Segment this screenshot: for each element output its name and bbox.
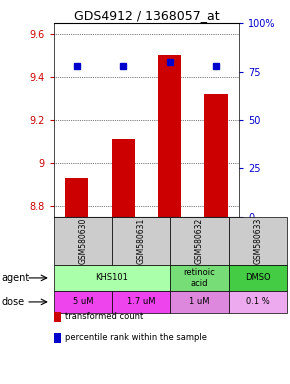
Text: percentile rank within the sample: percentile rank within the sample <box>65 333 207 343</box>
FancyBboxPatch shape <box>170 217 229 265</box>
Text: retinoic
acid: retinoic acid <box>184 268 215 288</box>
FancyBboxPatch shape <box>229 217 287 265</box>
Bar <box>158 55 181 217</box>
Text: agent: agent <box>1 273 30 283</box>
FancyBboxPatch shape <box>54 217 112 265</box>
Text: GSM580631: GSM580631 <box>137 218 146 264</box>
Text: 1 uM: 1 uM <box>189 298 210 306</box>
FancyBboxPatch shape <box>229 265 287 291</box>
FancyBboxPatch shape <box>170 265 229 291</box>
FancyBboxPatch shape <box>112 217 170 265</box>
FancyBboxPatch shape <box>229 291 287 313</box>
Text: GSM580630: GSM580630 <box>78 218 87 264</box>
Text: transformed count: transformed count <box>65 312 144 321</box>
Text: GSM580632: GSM580632 <box>195 218 204 264</box>
FancyBboxPatch shape <box>170 291 229 313</box>
Bar <box>54 333 61 343</box>
Text: 0.1 %: 0.1 % <box>246 298 270 306</box>
FancyBboxPatch shape <box>112 291 170 313</box>
Text: KHS101: KHS101 <box>96 273 128 282</box>
FancyBboxPatch shape <box>54 291 112 313</box>
Text: GSM580633: GSM580633 <box>253 218 262 264</box>
Text: 1.7 uM: 1.7 uM <box>127 298 155 306</box>
FancyBboxPatch shape <box>54 265 170 291</box>
Text: 5 uM: 5 uM <box>72 298 93 306</box>
Bar <box>204 94 228 217</box>
Title: GDS4912 / 1368057_at: GDS4912 / 1368057_at <box>74 9 219 22</box>
Bar <box>112 139 135 217</box>
Bar <box>54 312 61 322</box>
Text: DMSO: DMSO <box>245 273 271 282</box>
Text: dose: dose <box>1 297 25 307</box>
Bar <box>65 178 88 217</box>
